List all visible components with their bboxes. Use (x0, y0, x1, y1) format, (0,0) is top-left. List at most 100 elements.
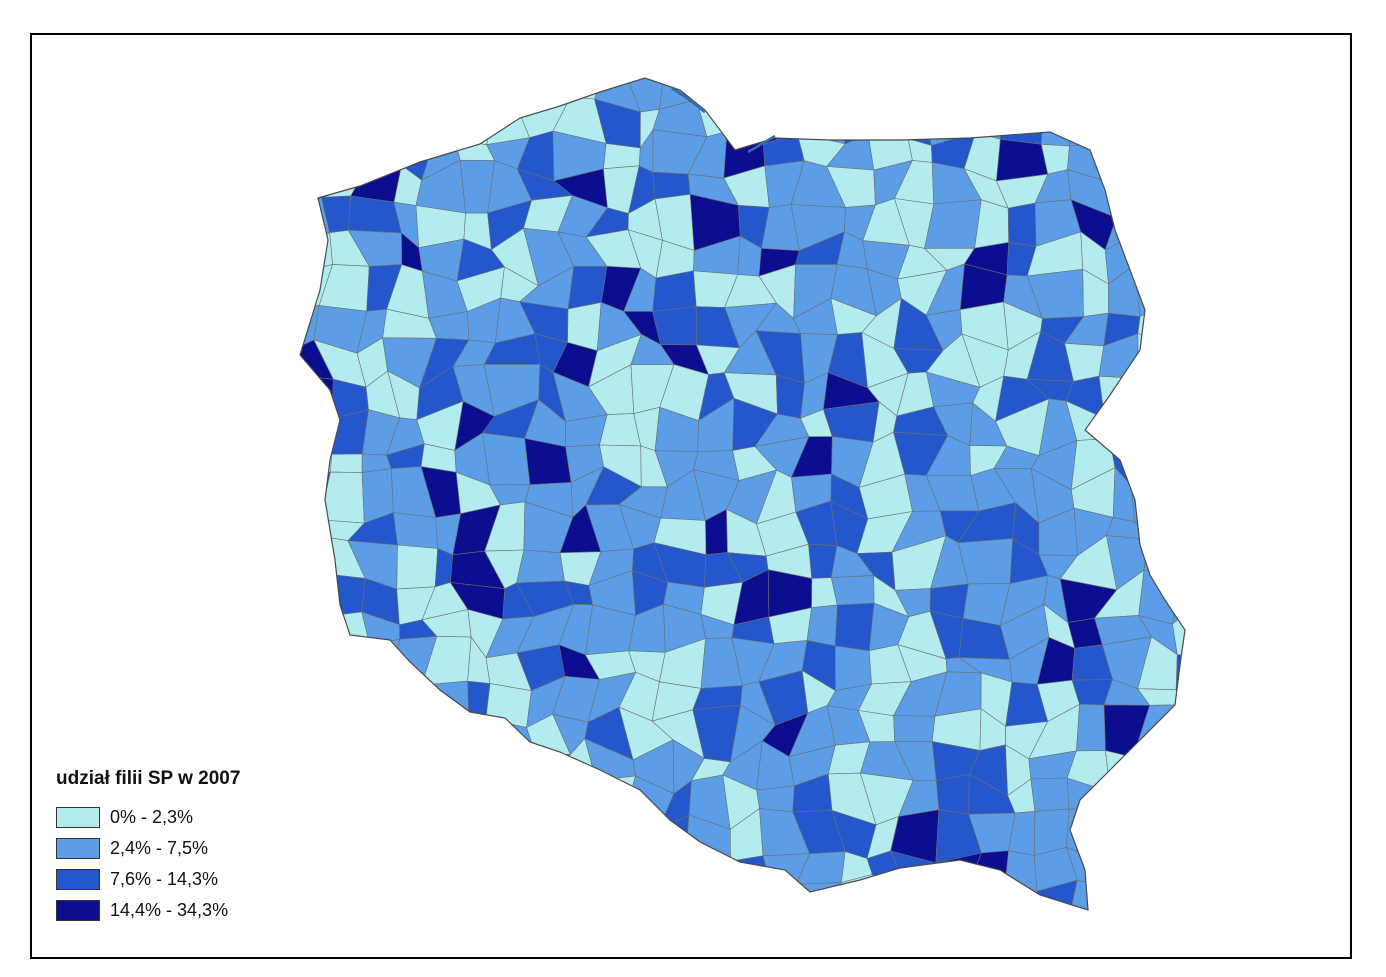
district-390 (1175, 515, 1185, 553)
district-716 (836, 928, 877, 954)
district-644 (300, 839, 326, 899)
district-436 (830, 575, 875, 606)
district-448 (300, 614, 334, 641)
district-417 (1143, 538, 1182, 571)
district-714 (777, 913, 811, 954)
district-22 (1027, 78, 1075, 117)
district-463 (806, 604, 838, 647)
district-621 (457, 806, 506, 863)
district-590 (345, 786, 398, 819)
district-314 (482, 432, 531, 486)
district-333 (1130, 432, 1179, 486)
legend-swatch-3 (56, 869, 100, 890)
map-legend: udział filii SP w 2007 0% - 2,3% 2,4% - … (56, 768, 240, 926)
district-537 (468, 718, 495, 762)
district-612 (1101, 776, 1153, 824)
district-279 (1202, 378, 1242, 416)
district-16 (829, 78, 869, 110)
district-620 (423, 805, 473, 863)
legend-swatch-2 (56, 838, 100, 859)
district-727 (1198, 913, 1242, 954)
district-720 (958, 917, 1013, 954)
district-335 (1204, 441, 1242, 480)
district-27 (1211, 70, 1242, 116)
district-676 (415, 875, 461, 910)
district-23 (1067, 78, 1119, 115)
district-558 (1166, 704, 1185, 752)
district-474 (1172, 602, 1185, 657)
district-25 (1130, 78, 1178, 98)
district-13 (738, 78, 773, 108)
district-194 (1181, 265, 1185, 317)
district-166 (1164, 246, 1185, 270)
district-361 (1130, 466, 1185, 523)
district-692 (957, 883, 1014, 910)
district-651 (515, 841, 572, 897)
legend-item-1: 0% - 2,3% (56, 802, 240, 833)
district-721 (1009, 917, 1037, 954)
district-193 (1133, 264, 1184, 317)
district-701 (313, 922, 354, 954)
district-595 (533, 775, 566, 820)
district-697 (1128, 882, 1179, 910)
district-12 (696, 78, 744, 108)
district-86 (350, 164, 402, 203)
district-77 (996, 138, 1049, 182)
district-555 (1076, 703, 1106, 752)
district-703 (379, 908, 432, 910)
district-681 (586, 888, 641, 910)
district-21 (994, 78, 1044, 117)
district-15 (794, 78, 836, 106)
district-597 (595, 775, 636, 819)
district-389 (1134, 518, 1185, 553)
district-1 (322, 78, 361, 110)
district-82 (1167, 131, 1185, 182)
district-622 (493, 812, 535, 865)
district-586 (1162, 742, 1185, 793)
district-2 (351, 78, 395, 114)
district-647 (383, 840, 426, 895)
district-706 (487, 923, 531, 954)
district-204 (567, 302, 602, 352)
district-671 (1205, 842, 1242, 889)
district-653 (586, 858, 641, 898)
district-626 (625, 810, 662, 862)
district-31 (387, 96, 435, 141)
district-566 (493, 754, 536, 793)
district-596 (556, 775, 605, 819)
district-477 (321, 640, 371, 690)
legend-label-2: 2,4% - 7,5% (110, 838, 209, 858)
district-646 (352, 842, 386, 883)
legend-title: udział filii SP w 2007 (56, 768, 241, 789)
district-709 (592, 912, 639, 954)
district-139 (1203, 201, 1242, 252)
district-614 (1161, 777, 1185, 817)
district-700 (290, 917, 327, 954)
district-56 (300, 146, 324, 176)
district-672 (300, 876, 328, 910)
district-585 (1132, 750, 1168, 793)
district-45 (867, 107, 909, 140)
district-505 (321, 670, 370, 721)
district-679 (516, 887, 572, 910)
district-607 (935, 773, 970, 815)
district-696 (1096, 887, 1147, 910)
district-364 (300, 519, 321, 550)
district-42 (763, 91, 810, 145)
district-392 (300, 535, 333, 579)
district-642 (1177, 812, 1185, 850)
district-668 (1099, 860, 1149, 892)
district-710 (635, 912, 666, 954)
district-3 (389, 78, 427, 114)
district-419 (1200, 537, 1242, 589)
district-109 (1133, 161, 1177, 213)
district-28 (300, 108, 331, 149)
district-593 (467, 776, 506, 813)
district-308 (300, 453, 333, 482)
district-421 (314, 574, 366, 619)
district-277 (1129, 377, 1181, 418)
district-715 (798, 913, 839, 954)
district-623 (515, 806, 566, 865)
district-20 (964, 78, 1002, 114)
district-363 (1204, 469, 1242, 516)
